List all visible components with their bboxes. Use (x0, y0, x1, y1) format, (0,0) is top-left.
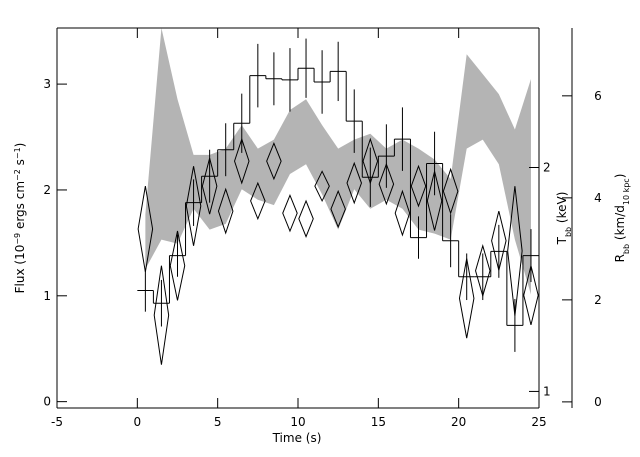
diamond (234, 137, 250, 185)
y-tick-label: 2 (43, 183, 51, 197)
axis-title-part: −9 (13, 233, 22, 245)
diamond (458, 258, 475, 339)
axis-title-part: Flux (10 (13, 245, 27, 294)
axis-title-part: −1 (13, 147, 22, 159)
y3-tick-label: 2 (594, 293, 602, 307)
x-tick-label: 15 (371, 415, 386, 429)
diamond (250, 181, 266, 221)
y2-tick-label: 2 (543, 160, 551, 174)
axis-title-part: R (613, 254, 627, 262)
x-tick-label: -5 (51, 415, 63, 429)
y3-axis-title: Rbb (km/d10 kpc) (613, 174, 631, 263)
y2-tick-label: 1 (543, 384, 551, 398)
x-tick-label: 10 (290, 415, 305, 429)
axis-title-part: 10 kpc (622, 178, 631, 205)
x-axis-title: Time (s) (272, 431, 322, 445)
axis-title-part: (keV) (555, 192, 569, 227)
band-layer (145, 28, 531, 295)
axis-title-part: ergs cm (13, 181, 27, 233)
diamond (314, 170, 330, 203)
axis-title-part: T (555, 236, 569, 245)
diamond (346, 161, 362, 205)
diamond (137, 186, 154, 272)
diamond (378, 162, 395, 206)
axis-title-part: bb (564, 227, 573, 237)
x-tick-label: 5 (214, 415, 222, 429)
x-tick-label: 25 (531, 415, 546, 429)
diamond (426, 171, 443, 231)
diamond (475, 243, 491, 298)
diamond (394, 189, 411, 237)
diamond (266, 141, 282, 181)
axis-title-part: (km/d (613, 205, 627, 244)
diamond (298, 199, 314, 238)
x-tick-label: 0 (134, 415, 142, 429)
diamond (201, 157, 218, 215)
diamond (185, 166, 202, 246)
mark-layer (137, 38, 539, 365)
axis-title-part: ) (613, 174, 627, 179)
diamond (362, 137, 379, 185)
diamond (491, 210, 507, 271)
diamond (507, 186, 523, 316)
diamond (523, 265, 539, 325)
range-band (145, 28, 531, 295)
diamond (217, 187, 234, 235)
y-axis-title: Flux (10−9 ergs cm−2 s−1) (13, 143, 28, 294)
diamond (169, 230, 186, 301)
y-tick-label: 1 (43, 289, 51, 303)
diamond (282, 193, 298, 233)
axis-title-part: bb (622, 244, 631, 254)
diamond (330, 189, 346, 229)
y3-tick-label: 4 (594, 191, 602, 205)
x-tick-label: 20 (451, 415, 466, 429)
axis-title-part: −2 (13, 169, 22, 181)
diamond (442, 167, 459, 215)
axis-title-part: s (13, 159, 27, 169)
diamond (410, 164, 427, 208)
y3-tick-label: 0 (594, 395, 602, 409)
axis-title-part: ) (13, 143, 27, 148)
y3-tick-label: 6 (594, 89, 602, 103)
diamond (153, 265, 170, 365)
y-tick-label: 3 (43, 77, 51, 91)
y2-axis-title: Tbb (keV) (555, 192, 573, 246)
y-tick-label: 0 (43, 395, 51, 409)
